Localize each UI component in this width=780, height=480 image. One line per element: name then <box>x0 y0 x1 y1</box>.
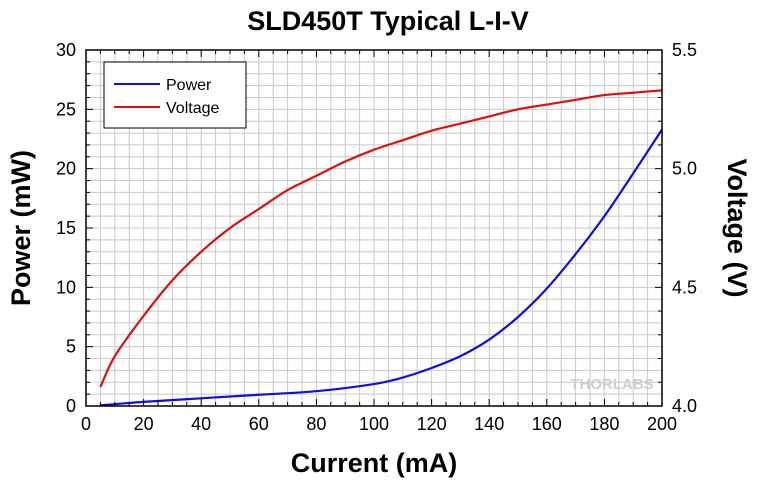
y-tick-label: 0 <box>66 396 76 416</box>
x-tick-label: 160 <box>532 414 562 434</box>
x-tick-label: 180 <box>589 414 619 434</box>
x-tick-label: 0 <box>81 414 91 434</box>
x-tick-label: 60 <box>249 414 269 434</box>
x-tick-label: 80 <box>306 414 326 434</box>
y-tick-label: 20 <box>56 159 76 179</box>
x-tick-label: 140 <box>474 414 504 434</box>
series-layer <box>99 89 663 407</box>
y-axis-right: 4.0 4.5 5.0 5.5 <box>655 40 697 416</box>
legend-label-power: Power <box>166 77 212 94</box>
y2-tick-label: 5.0 <box>672 159 697 179</box>
legend-label-voltage: Voltage <box>166 100 219 117</box>
x-tick-label: 40 <box>191 414 211 434</box>
y-tick-label: 5 <box>66 337 76 357</box>
chart-title: SLD450T Typical L-I-V <box>247 6 529 36</box>
x-tick-label: 120 <box>417 414 447 434</box>
x-tick-label: 200 <box>647 414 677 434</box>
y-tick-label: 25 <box>56 99 76 119</box>
y-tick-label: 15 <box>56 218 76 238</box>
x-tick-label: 20 <box>134 414 154 434</box>
watermark-logo: THORLABS <box>570 376 653 393</box>
x-axis: 0 20 40 60 80 100 120 140 160 180 200 <box>81 50 677 434</box>
y2-axis-title: Voltage (V) <box>722 158 752 297</box>
y2-tick-label: 4.0 <box>672 396 697 416</box>
series-line-voltage <box>99 89 663 388</box>
y-axis-title: Power (mW) <box>6 150 36 306</box>
y-tick-label: 30 <box>56 40 76 60</box>
y2-tick-label: 5.5 <box>672 40 697 60</box>
legend-box <box>103 61 247 129</box>
series-line-power <box>100 128 663 407</box>
y-tick-label: 10 <box>56 277 76 297</box>
x-axis-title: Current (mA) <box>291 448 458 478</box>
legend: Power Voltage <box>103 61 247 129</box>
y-axis-left: 0 5 10 15 20 25 30 <box>56 40 93 416</box>
y2-tick-label: 4.5 <box>672 277 697 297</box>
x-tick-label: 100 <box>359 414 389 434</box>
